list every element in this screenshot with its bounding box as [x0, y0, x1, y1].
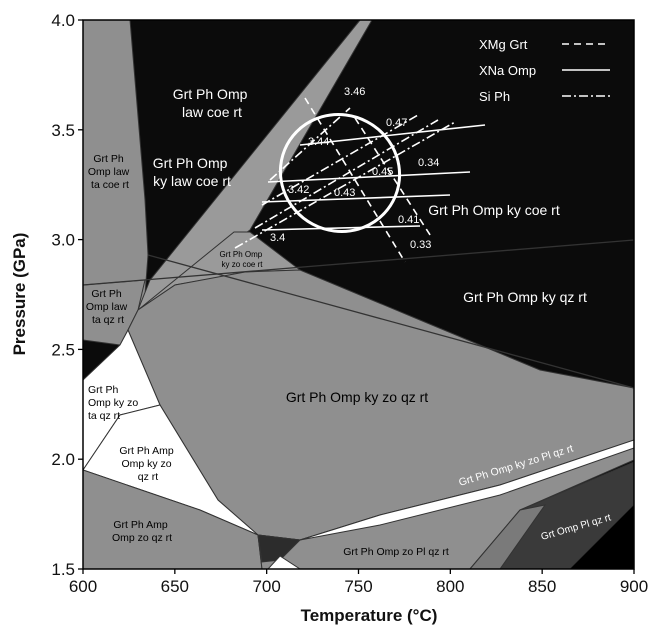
x-tick-label: 600	[69, 577, 97, 596]
field-label: Grt Ph Omp law coe rt	[173, 86, 252, 120]
isopleth-label: 0.47	[386, 117, 407, 129]
field-boundaries	[83, 239, 634, 389]
field-label: Grt Ph Omp ky coe rt	[428, 202, 560, 218]
si-ph-isopleth	[261, 114, 419, 206]
field-label: Grt Ph Omp ky zo ta qz rt	[88, 384, 141, 422]
legend-label-xna-omp: XNa Omp	[479, 63, 536, 78]
field-label: Grt Ph Amp Omp zo qz rt	[112, 519, 172, 544]
y-tick-label: 2.5	[51, 340, 75, 359]
legend-label-xmg-grt: XMg Grt	[479, 37, 528, 52]
field-gray-sliver	[469, 504, 547, 569]
isopleth-label: 3.44	[308, 136, 329, 148]
phase-fields	[83, 20, 634, 569]
y-axis: 1.5 2.0 2.5 3.0 3.5 4.0 Pressure (GPa)	[10, 11, 83, 579]
x-tick-label: 900	[620, 577, 648, 596]
isopleth-label: 0.43	[334, 187, 355, 199]
y-tick-label: 3.5	[51, 121, 75, 140]
field-label: Grt Ph Omp law ta coe rt	[88, 153, 132, 191]
si-ph-isopleth	[269, 107, 351, 181]
y-tick-label: 1.5	[51, 560, 75, 579]
x-tick-label: 750	[344, 577, 372, 596]
isopleth-label: 0.33	[410, 239, 431, 251]
y-axis-title: Pressure (GPa)	[10, 233, 29, 356]
pt-ellipse	[278, 113, 402, 233]
x-axis-title: Temperature (°C)	[301, 606, 438, 625]
xna-omp-isopleth	[267, 171, 471, 183]
xmg-grt-isopleth	[304, 97, 406, 263]
isopleths	[234, 97, 486, 263]
isopleth-label: 0.45	[372, 166, 393, 178]
y-tick-label: 3.0	[51, 231, 75, 250]
field-white-pl-band	[299, 439, 634, 541]
isopleth-label: 3.46	[344, 86, 365, 98]
si-ph-isopleth	[234, 121, 456, 249]
field-label: Grt Ph Amp Omp ky zo qz rt	[119, 445, 176, 483]
field-white-bottom-sliver	[267, 555, 301, 569]
legend: XMg Grt XNa Omp Si Ph	[479, 37, 610, 104]
y-tick-label: 4.0	[51, 11, 75, 30]
field-label: Grt Ph Omp zo Pl qz rt	[343, 546, 449, 558]
isopleth-label: 3.42	[288, 184, 309, 196]
isopleth-label: 0.34	[418, 157, 439, 169]
x-axis: 600 650 700 750 800 850 900 Temperature (°C)	[69, 569, 648, 625]
field-label: Grt Ph Omp ky law coe rt	[153, 155, 232, 189]
si-ph-isopleth	[254, 119, 439, 229]
x-tick-label: 850	[528, 577, 556, 596]
field-label: Grt Ph Omp ky zo coe rt	[220, 250, 265, 269]
legend-label-si-ph: Si Ph	[479, 89, 510, 104]
field-label: Grt Ph Omp ky zo qz rt	[286, 389, 428, 405]
x-tick-label: 700	[252, 577, 280, 596]
x-tick-label: 800	[436, 577, 464, 596]
isopleth-label: 0.41	[398, 214, 419, 226]
x-tick-label: 650	[161, 577, 189, 596]
xna-omp-isopleth	[261, 225, 421, 231]
y-tick-label: 2.0	[51, 450, 75, 469]
field-black-corner	[570, 505, 634, 569]
isopleth-label: 3.4	[270, 232, 285, 244]
field-label: Grt Ph Omp law ta qz rt	[86, 288, 130, 326]
xna-omp-isopleth	[261, 194, 451, 203]
field-label: Grt Ph Omp ky qz rt	[463, 289, 587, 305]
isopleth-labels: 3.46 3.44 3.42 3.4 0.47 0.45 0.43 0.41 0…	[270, 86, 439, 251]
